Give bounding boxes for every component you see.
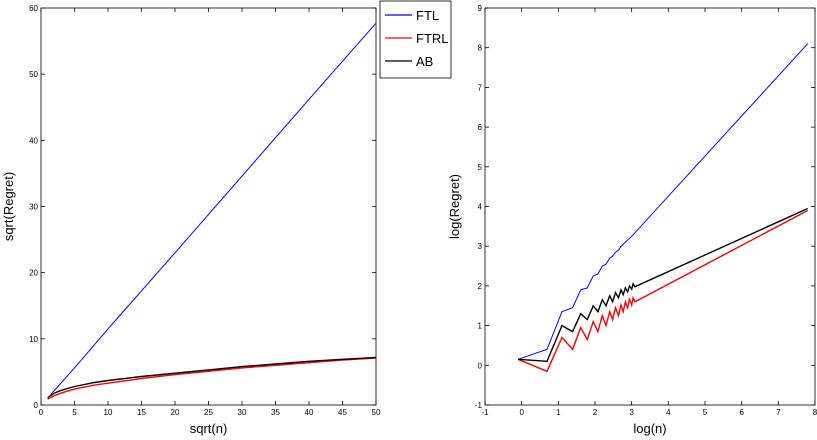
x-axis-label: sqrt(n) xyxy=(190,421,228,436)
x-tick-label: 6 xyxy=(739,408,744,417)
legend-label-ab: AB xyxy=(416,54,433,69)
x-tick-label: 7 xyxy=(776,408,781,417)
x-tick-label: 45 xyxy=(338,408,347,417)
series-line-ftl xyxy=(517,43,809,360)
right-chart: -1 0 1 2 3 4 5 6 7 8 -1 0 1 2 3 4 5 6 7 8 9 log(n) log(Regret) xyxy=(447,4,817,436)
y-tick-label: 30 xyxy=(29,203,38,212)
plot-frame xyxy=(40,7,377,406)
series-line-ftl xyxy=(47,22,377,399)
x-tick-label: 25 xyxy=(204,408,213,417)
x-tick-label: 10 xyxy=(104,408,113,417)
series-line-ftrl xyxy=(47,357,377,400)
y-tick-label: 50 xyxy=(29,70,38,79)
y-tick-label: 8 xyxy=(478,44,483,53)
x-tick-label: 30 xyxy=(238,408,247,417)
y-tick-label: 1 xyxy=(478,322,483,331)
y-tick-label: 40 xyxy=(29,136,38,145)
plot-frame xyxy=(484,7,816,406)
x-tick-label: 4 xyxy=(666,408,671,417)
x-tick-label: -1 xyxy=(481,408,489,417)
y-tick-label: 2 xyxy=(478,282,483,291)
x-tick-label: 0 xyxy=(519,408,524,417)
y-axis-label: sqrt(Regret) xyxy=(1,172,16,241)
legend-box xyxy=(379,0,452,79)
y-tick-label: 9 xyxy=(478,4,483,13)
legend-label-ftl: FTL xyxy=(416,8,439,23)
y-tick-label: 0 xyxy=(478,361,483,370)
x-tick-label: 0 xyxy=(39,408,44,417)
x-tick-label: 20 xyxy=(171,408,180,417)
y-tick-label: 20 xyxy=(29,269,38,278)
y-tick-label: -1 xyxy=(475,401,483,410)
y-tick-label: 60 xyxy=(29,4,38,13)
x-tick-label: 15 xyxy=(137,408,146,417)
x-tick-label: 3 xyxy=(629,408,634,417)
x-tick-label: 50 xyxy=(372,408,381,417)
y-axis-label: log(Regret) xyxy=(447,174,462,239)
y-tick-label: 4 xyxy=(478,203,483,212)
series-line-ftrl xyxy=(517,209,809,373)
series-line-ab xyxy=(47,356,377,399)
y-tick-label: 7 xyxy=(478,83,483,92)
x-tick-label: 1 xyxy=(556,408,561,417)
y-tick-label: 6 xyxy=(478,123,483,132)
y-tick-label: 5 xyxy=(478,163,483,172)
series-line-ab xyxy=(517,207,808,363)
x-tick-label: 2 xyxy=(593,408,598,417)
x-tick-label: 35 xyxy=(271,408,280,417)
y-tick-label: 3 xyxy=(478,242,483,251)
legend: FTL FTRL AB xyxy=(379,0,452,79)
x-tick-label: 8 xyxy=(813,408,817,417)
x-tick-label: 5 xyxy=(703,408,708,417)
y-tick-label: 10 xyxy=(29,335,38,344)
x-tick-label: 40 xyxy=(305,408,314,417)
x-axis-label: log(n) xyxy=(633,421,666,436)
y-tick-label: 0 xyxy=(34,401,39,410)
left-chart: 0 5 10 15 20 25 30 35 40 45 50 0 10 20 30 40 50 60 sqrt(n)… xyxy=(1,4,381,436)
legend-label-ftrl: FTRL xyxy=(416,31,449,46)
x-tick-label: 5 xyxy=(72,408,77,417)
